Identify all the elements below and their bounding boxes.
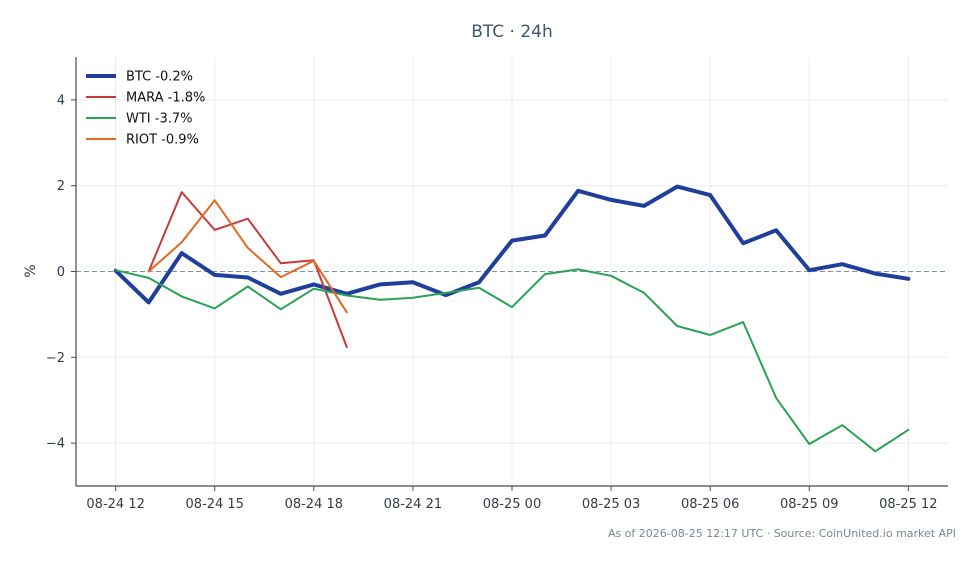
x-tick-label: 08-24 21 bbox=[384, 497, 442, 512]
legend-label: RIOT -0.9% bbox=[126, 133, 199, 148]
y-axis-label: % bbox=[23, 264, 39, 277]
x-tick-label: 08-25 06 bbox=[681, 497, 739, 512]
x-tick-label: 08-24 12 bbox=[86, 497, 144, 512]
series-lines bbox=[113, 184, 911, 453]
legend-label: MARA -1.8% bbox=[126, 91, 205, 106]
chart-footer: As of 2026-08-25 12:17 UTC · Source: Coi… bbox=[608, 527, 956, 540]
legend: BTC -0.2% MARA -1.8% WTI -3.7% RIOT -0.9% bbox=[86, 70, 205, 148]
x-tick-label: 08-25 03 bbox=[582, 497, 640, 512]
x-tick-label: 08-24 18 bbox=[285, 497, 343, 512]
series-line-mara bbox=[147, 191, 348, 348]
x-tick-label: 08-25 09 bbox=[780, 497, 838, 512]
y-tick-label: 4 bbox=[57, 93, 65, 108]
y-tick-labels: 4 2 0 −2 −4 bbox=[46, 93, 76, 452]
chart-title: BTC · 24h bbox=[471, 22, 553, 42]
y-tick-label: 0 bbox=[57, 265, 65, 280]
legend-label: WTI -3.7% bbox=[126, 112, 192, 127]
x-tick-label: 08-24 15 bbox=[186, 497, 244, 512]
x-tick-label: 08-25 00 bbox=[483, 497, 541, 512]
y-tick-label: −4 bbox=[46, 437, 65, 452]
legend-label: BTC -0.2% bbox=[126, 70, 193, 85]
series-line-wti bbox=[114, 268, 910, 453]
y-tick-label: 2 bbox=[57, 179, 65, 194]
x-tick-labels: 08-24 12 08-24 15 08-24 18 08-24 21 08-25 00… bbox=[86, 486, 938, 512]
y-tick-label: −2 bbox=[46, 351, 65, 366]
x-tick-label: 08-25 12 bbox=[879, 497, 937, 512]
series-line-btc bbox=[113, 184, 911, 305]
series-line-riot bbox=[147, 199, 348, 314]
